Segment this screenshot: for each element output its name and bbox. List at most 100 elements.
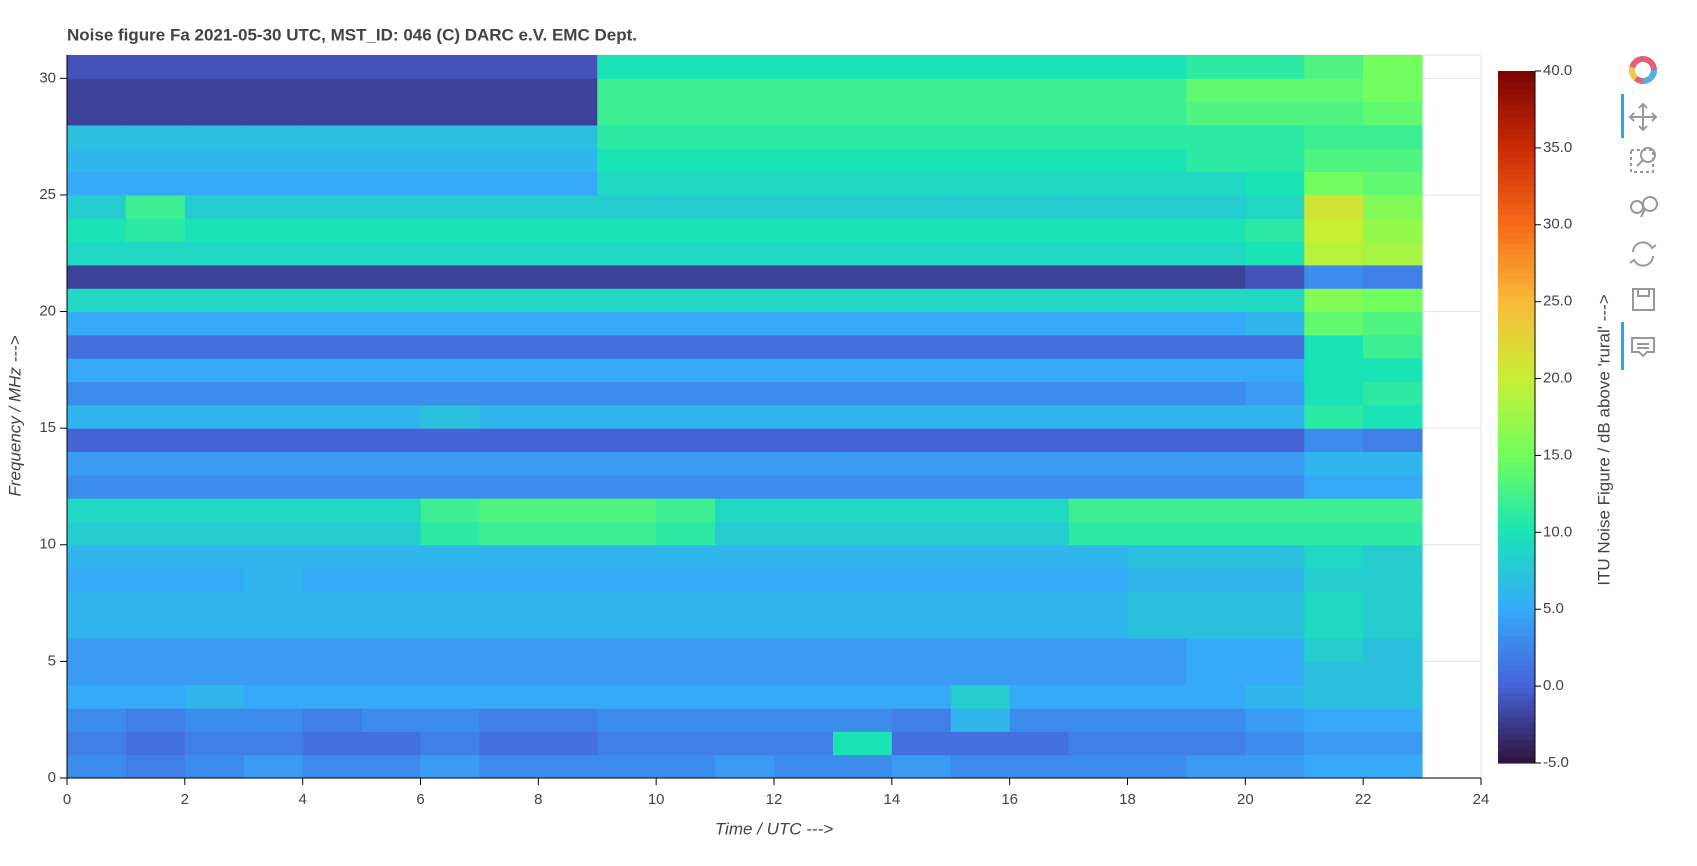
heatmap-cell xyxy=(67,731,127,756)
heatmap-cell xyxy=(302,288,363,313)
heatmap-cell xyxy=(1304,614,1364,639)
heatmap-cell xyxy=(1068,684,1128,709)
heatmap-cell xyxy=(1363,428,1423,452)
colorbar-segment xyxy=(1498,117,1535,124)
heatmap-cell xyxy=(479,428,539,452)
colorbar-segment xyxy=(1498,440,1535,447)
wheel-zoom-tool[interactable] xyxy=(1630,196,1658,218)
box-zoom-tool[interactable] xyxy=(1630,147,1656,173)
heatmap-cell xyxy=(243,591,304,616)
heatmap-cell xyxy=(1363,264,1423,289)
heatmap-cell xyxy=(302,638,363,662)
heatmap-cell xyxy=(832,404,893,429)
heatmap-cell xyxy=(656,124,716,149)
heatmap-cell xyxy=(479,614,539,639)
heatmap-cell xyxy=(1186,731,1246,756)
heatmap-cell xyxy=(184,544,245,569)
tool-active-marker xyxy=(1621,94,1624,138)
colorbar-segment xyxy=(1498,411,1535,418)
heatmap-cell xyxy=(125,124,186,149)
heatmap-cell xyxy=(184,521,245,546)
save-tool[interactable] xyxy=(1632,288,1655,311)
heatmap-cell xyxy=(832,264,893,289)
colorbar-segment xyxy=(1498,145,1535,153)
heatmap-cell xyxy=(1009,55,1070,79)
heatmap-cell xyxy=(1304,404,1364,429)
heatmap-cell xyxy=(479,708,539,732)
colorbar-segment xyxy=(1498,209,1535,216)
colorbar-tick-label: -5.0 xyxy=(1543,754,1569,771)
heatmap-cell xyxy=(597,428,657,452)
reset-tool[interactable] xyxy=(1629,241,1657,267)
heatmap-cell xyxy=(1127,498,1187,522)
heatmap-cell xyxy=(774,731,834,756)
heatmap-cell xyxy=(1068,78,1128,103)
heatmap-cell xyxy=(184,194,245,219)
colorbar-segment xyxy=(1498,405,1535,412)
heatmap-cell xyxy=(1009,638,1070,662)
heatmap-cell xyxy=(832,78,893,103)
heatmap-cell xyxy=(832,498,893,522)
colorbar-segment xyxy=(1498,624,1535,631)
heatmap-cell xyxy=(538,264,598,289)
heatmap-cell xyxy=(1127,638,1187,662)
heatmap-cell xyxy=(950,194,1011,219)
bokeh-logo[interactable] xyxy=(1629,56,1657,84)
heatmap-cell xyxy=(243,708,304,732)
heatmap-cell xyxy=(302,754,363,779)
colorbar-segment xyxy=(1498,278,1535,285)
hover-tool[interactable] xyxy=(1631,337,1655,358)
heatmap-cell xyxy=(479,498,539,522)
heatmap-cell xyxy=(1009,591,1070,616)
colorbar-segment xyxy=(1498,330,1535,337)
heatmap-cell xyxy=(302,661,363,686)
pan-tool[interactable] xyxy=(1628,102,1658,132)
heatmap-cell xyxy=(715,708,775,732)
heatmap-cell xyxy=(656,708,716,732)
heatmap-cell xyxy=(184,708,245,732)
heatmap-cell xyxy=(597,55,657,79)
colorbar-segment xyxy=(1498,382,1535,389)
heatmap-cell xyxy=(774,311,834,336)
colorbar-tick-label: 10.0 xyxy=(1543,523,1572,540)
heatmap-cell xyxy=(891,124,952,149)
heatmap-cell xyxy=(538,498,598,522)
heatmap-cell xyxy=(1009,451,1070,476)
heatmap-cell xyxy=(1127,614,1187,639)
heatmap-cell xyxy=(656,334,716,359)
heatmap-cell xyxy=(420,568,480,592)
heatmap-cell xyxy=(1245,731,1305,756)
colorbar-segment xyxy=(1498,347,1535,355)
heatmap-cell xyxy=(950,708,1011,732)
heatmap-cell xyxy=(891,428,952,452)
heatmap-cell xyxy=(597,218,657,243)
heatmap-cell xyxy=(361,591,421,616)
heatmap-cell xyxy=(1127,311,1187,336)
heatmap-cell xyxy=(1245,754,1305,779)
heatmap-cell xyxy=(774,288,834,313)
heatmap-cell xyxy=(302,498,363,522)
heatmap-cell xyxy=(891,451,952,476)
heatmap-cell xyxy=(1127,404,1187,429)
heatmap-cell xyxy=(184,568,245,592)
heatmap-cell xyxy=(774,638,834,662)
heatmap-cell xyxy=(1127,451,1187,476)
heatmap-cell xyxy=(479,218,539,243)
heatmap-cell xyxy=(67,428,127,452)
heatmap-cell xyxy=(950,731,1011,756)
colorbar-segment xyxy=(1498,192,1535,199)
heatmap-cell xyxy=(420,498,480,522)
heatmap-cell xyxy=(67,218,127,243)
colorbar-segment xyxy=(1498,82,1535,89)
colorbar-segment xyxy=(1498,365,1535,372)
heatmap-cell xyxy=(1186,124,1246,149)
heatmap-cell xyxy=(1009,684,1070,709)
heatmap-cell xyxy=(715,101,775,126)
colorbar-segment xyxy=(1498,336,1535,343)
heatmap-cell xyxy=(538,171,598,196)
heatmap-cell xyxy=(538,358,598,383)
heatmap-cell xyxy=(656,521,716,546)
heatmap-cell xyxy=(67,638,127,662)
heatmap-cell xyxy=(597,311,657,336)
heatmap-cell xyxy=(1068,474,1128,499)
